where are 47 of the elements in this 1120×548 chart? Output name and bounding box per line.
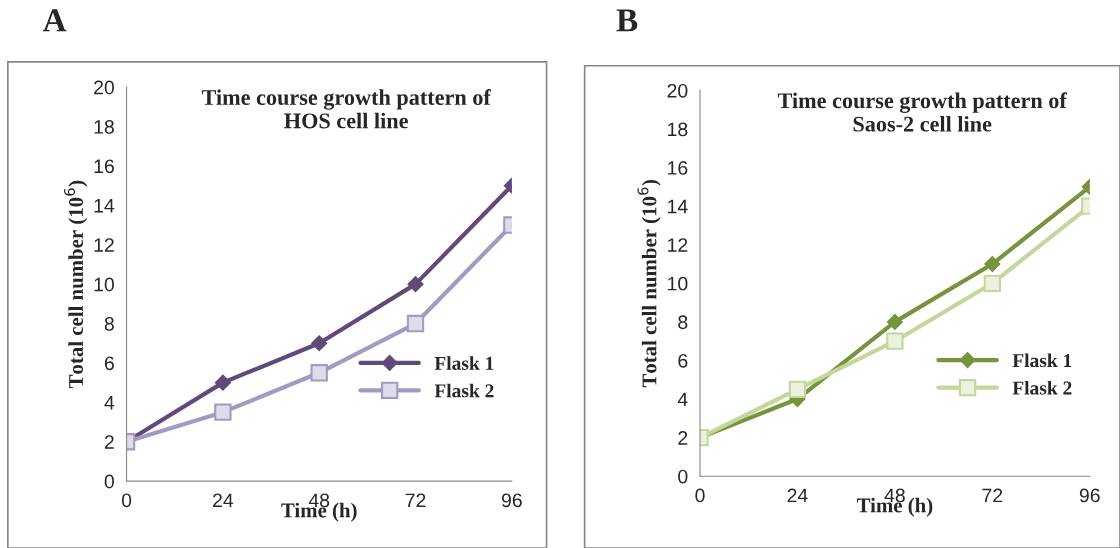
y-tick-label: 10 <box>668 276 688 291</box>
y-tick-label: 0 <box>678 469 688 484</box>
chart-title: Time course growth pattern of HOS cell line <box>201 89 492 129</box>
x-tick-label: 0 <box>121 493 132 508</box>
y-tick-label: 18 <box>668 122 688 137</box>
y-tick-label: 6 <box>678 353 688 368</box>
y-tick-label: 4 <box>677 392 688 407</box>
y-tick-label: 14 <box>668 199 688 214</box>
legend-label: Flask 1 <box>1012 353 1072 368</box>
y-axis-title: Total cell number (10$^{6}$) <box>637 179 661 388</box>
x-tick-label: 72 <box>405 493 426 508</box>
point <box>983 274 1001 292</box>
y-tick-label: 14 <box>94 199 115 213</box>
y-tick-label: 12 <box>668 238 688 252</box>
y-tick-label: 12 <box>94 238 114 252</box>
x-tick-label: 0 <box>695 488 705 503</box>
point <box>310 364 328 382</box>
y-tick-label: 2 <box>104 435 114 449</box>
point <box>214 403 232 421</box>
y-tick-label: 4 <box>104 396 115 410</box>
y-tick-label: 20 <box>667 83 688 98</box>
legend-label: Flask 2 <box>434 383 494 398</box>
chart-title: Time course growth pattern of Saos-2 cell line <box>777 92 1068 132</box>
point <box>788 380 807 399</box>
y-tick-label: 2 <box>678 431 688 445</box>
y-tick-label: 16 <box>668 161 688 175</box>
point <box>311 335 328 352</box>
y-tick-label: 0 <box>104 474 114 489</box>
y-tick-label: 18 <box>94 120 114 134</box>
x-tick-label: 96 <box>1079 488 1100 503</box>
x-tick-label: 96 <box>501 493 522 508</box>
legend-label: Flask 1 <box>434 356 494 370</box>
y-tick-label: 10 <box>94 277 114 292</box>
y-tick-label: 20 <box>94 80 114 95</box>
point <box>886 313 903 330</box>
x-tick-label: 24 <box>787 488 808 503</box>
y-axis-title: Total cell number (10$^{6}$) <box>64 180 88 389</box>
y-tick-label: 8 <box>678 315 688 330</box>
y-tick-label: 6 <box>104 356 114 371</box>
x-tick-label: 24 <box>213 493 234 508</box>
legend-label: Flask 2 <box>1012 380 1072 395</box>
text: B <box>616 9 638 32</box>
y-tick-label: 16 <box>94 159 114 174</box>
point <box>886 332 904 350</box>
y-tick-label: 8 <box>104 317 114 331</box>
text: A <box>42 9 67 32</box>
x-tick-label: 72 <box>982 488 1003 503</box>
